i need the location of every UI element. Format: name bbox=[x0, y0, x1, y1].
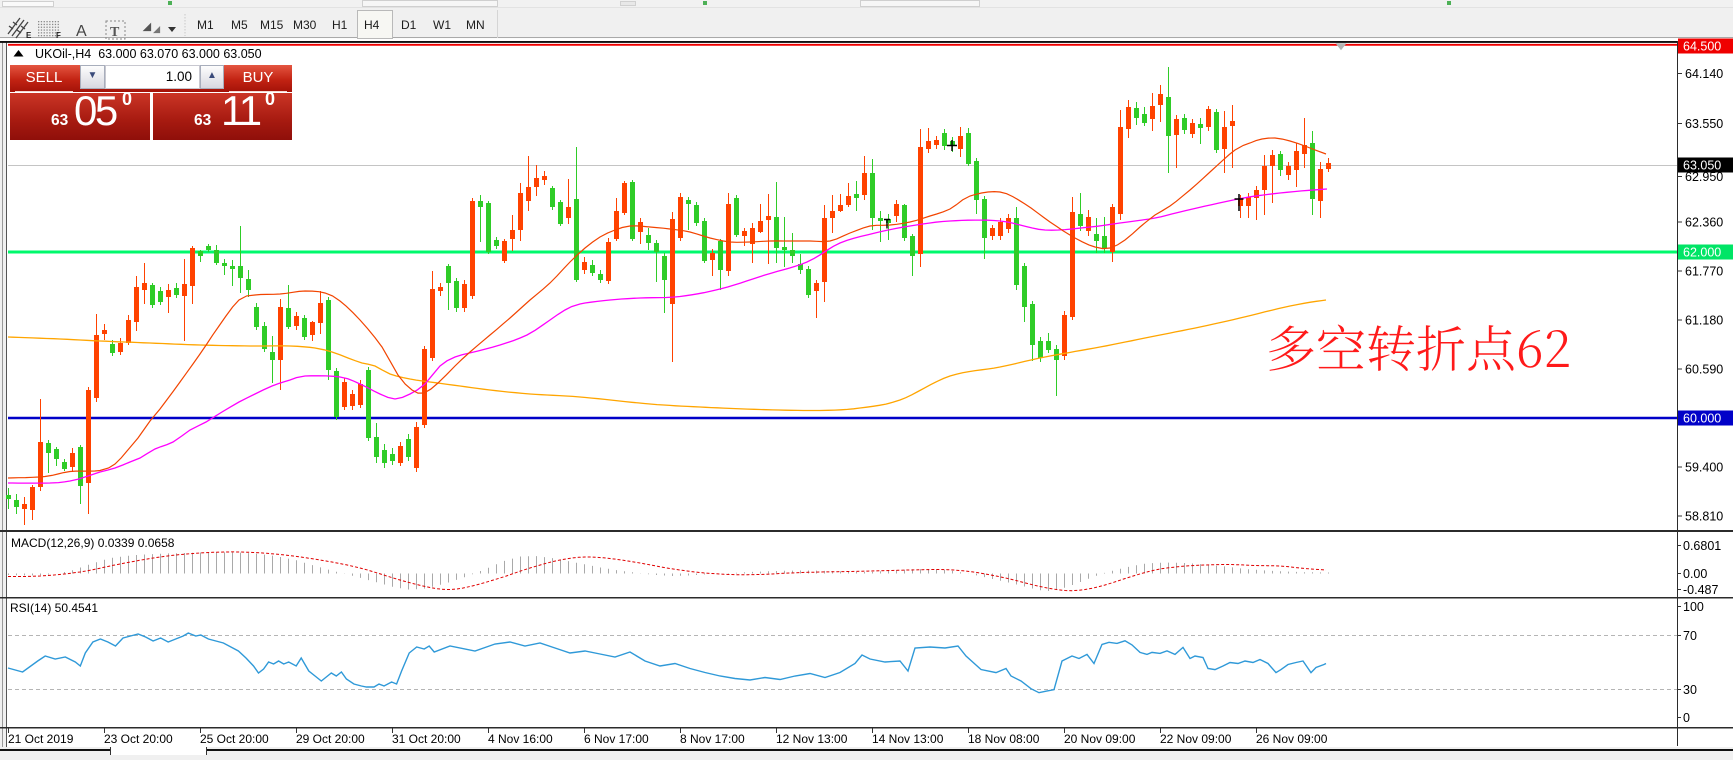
svg-text:62.950: 62.950 bbox=[1685, 170, 1723, 184]
svg-text:-0.487: -0.487 bbox=[1683, 583, 1718, 597]
svg-text:61.180: 61.180 bbox=[1685, 314, 1723, 328]
svg-text:T: T bbox=[110, 25, 120, 40]
svg-text:UKOil-,H4 63.000 63.070 63.00: UKOil-,H4 63.000 63.070 63.000 63.050 bbox=[35, 47, 262, 61]
svg-text:26 Nov 09:00: 26 Nov 09:00 bbox=[1256, 732, 1328, 746]
svg-text:18 Nov 08:00: 18 Nov 08:00 bbox=[968, 732, 1040, 746]
svg-text:70: 70 bbox=[1683, 629, 1697, 643]
svg-text:21 Oct 2019: 21 Oct 2019 bbox=[8, 732, 74, 746]
svg-text:E: E bbox=[26, 31, 32, 40]
svg-text:58.810: 58.810 bbox=[1685, 510, 1723, 524]
svg-text:62.000: 62.000 bbox=[1683, 246, 1721, 260]
svg-text:59.400: 59.400 bbox=[1685, 461, 1723, 475]
svg-text:0.6801: 0.6801 bbox=[1683, 539, 1721, 553]
svg-text:12 Nov 13:00: 12 Nov 13:00 bbox=[776, 732, 848, 746]
svg-text:29 Oct 20:00: 29 Oct 20:00 bbox=[296, 732, 365, 746]
svg-text:23 Oct 20:00: 23 Oct 20:00 bbox=[104, 732, 173, 746]
svg-text:60.000: 60.000 bbox=[1683, 412, 1721, 426]
svg-text:RSI(14) 50.4541: RSI(14) 50.4541 bbox=[10, 601, 98, 615]
svg-text:64.500: 64.500 bbox=[1683, 40, 1721, 54]
svg-text:14 Nov 13:00: 14 Nov 13:00 bbox=[872, 732, 944, 746]
svg-text:22 Nov 09:00: 22 Nov 09:00 bbox=[1160, 732, 1232, 746]
svg-text:30: 30 bbox=[1683, 683, 1697, 697]
svg-text:0: 0 bbox=[1683, 711, 1690, 725]
svg-text:63.050: 63.050 bbox=[1683, 159, 1721, 173]
svg-text:100: 100 bbox=[1683, 600, 1704, 614]
svg-text:25 Oct 20:00: 25 Oct 20:00 bbox=[200, 732, 269, 746]
svg-text:0.00: 0.00 bbox=[1683, 567, 1707, 581]
svg-text:MACD(12,26,9) 0.0339 0.0658: MACD(12,26,9) 0.0339 0.0658 bbox=[11, 536, 175, 550]
svg-text:4 Nov 16:00: 4 Nov 16:00 bbox=[488, 732, 553, 746]
svg-text:63.550: 63.550 bbox=[1685, 117, 1723, 131]
svg-text:62.360: 62.360 bbox=[1685, 216, 1723, 230]
svg-text:31 Oct 20:00: 31 Oct 20:00 bbox=[392, 732, 461, 746]
svg-text:61.770: 61.770 bbox=[1685, 265, 1723, 279]
svg-text:60.590: 60.590 bbox=[1685, 363, 1723, 377]
svg-text:6 Nov 17:00: 6 Nov 17:00 bbox=[584, 732, 649, 746]
svg-text:64.140: 64.140 bbox=[1685, 67, 1723, 81]
svg-text:8 Nov 17:00: 8 Nov 17:00 bbox=[680, 732, 745, 746]
svg-text:F: F bbox=[56, 31, 61, 40]
svg-text:A: A bbox=[76, 23, 87, 40]
svg-text:20 Nov 09:00: 20 Nov 09:00 bbox=[1064, 732, 1136, 746]
